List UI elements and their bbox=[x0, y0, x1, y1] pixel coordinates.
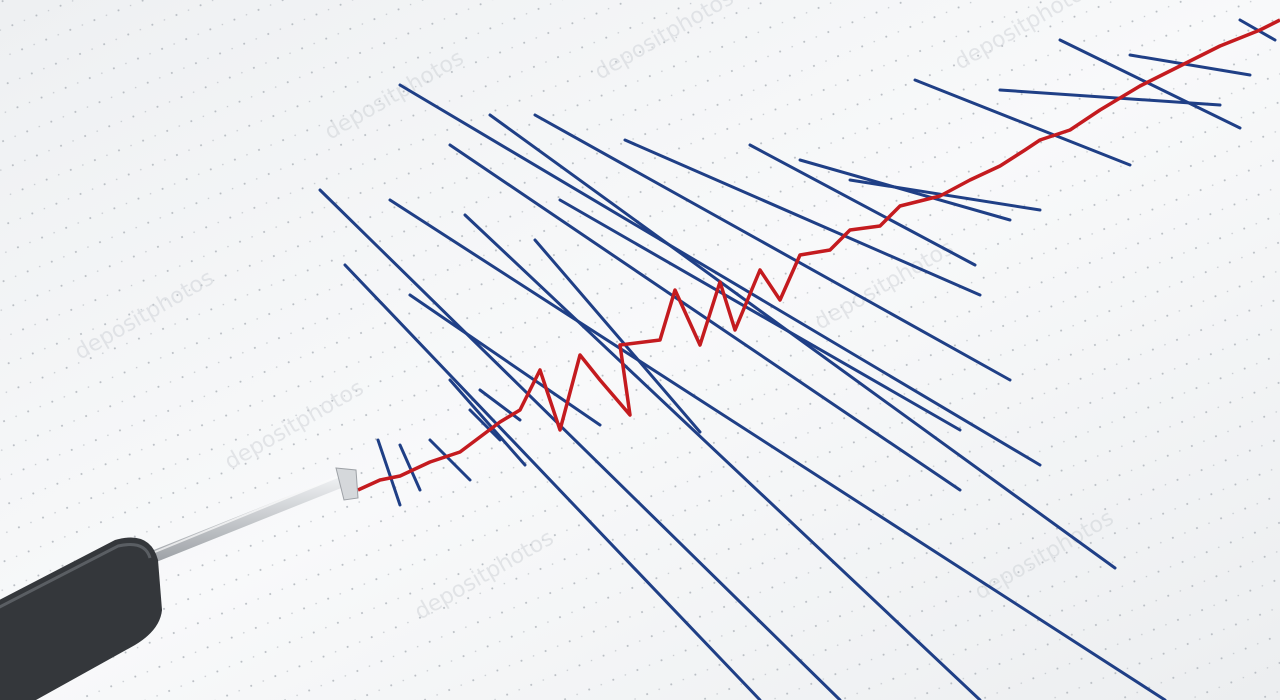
seismic-stroke bbox=[463, 213, 982, 700]
seismic-stroke bbox=[468, 408, 502, 442]
seismic-stroke bbox=[428, 438, 472, 482]
seismic-stroke bbox=[533, 113, 1012, 382]
center-trace bbox=[357, 18, 1280, 492]
stylus-body bbox=[0, 537, 162, 700]
seismic-stroke bbox=[448, 378, 527, 467]
seismic-stroke bbox=[376, 438, 402, 507]
seismic-stroke bbox=[533, 238, 702, 434]
seismic-stroke bbox=[1058, 38, 1242, 130]
seismic-stroke bbox=[448, 143, 962, 492]
seismic-stroke bbox=[343, 263, 762, 700]
seismic-stroke bbox=[748, 143, 977, 267]
seismic-stroke bbox=[558, 198, 962, 432]
seismic-stroke bbox=[398, 83, 1042, 467]
stylus-tip bbox=[335, 467, 359, 501]
seismic-stroke bbox=[1128, 53, 1252, 77]
seismic-stroke bbox=[488, 113, 1117, 570]
stylus-body-highlight bbox=[0, 543, 152, 609]
seismic-stroke bbox=[998, 88, 1222, 107]
seismic-stroke bbox=[318, 188, 842, 700]
stylus-rod bbox=[134, 472, 356, 568]
stylus-rod-highlight bbox=[149, 473, 346, 555]
seismic-stroke bbox=[398, 443, 422, 492]
stylus bbox=[0, 467, 359, 700]
seismic-stroke bbox=[623, 138, 982, 297]
seismic-stroke bbox=[913, 78, 1132, 167]
seismic-stroke bbox=[388, 198, 1167, 700]
